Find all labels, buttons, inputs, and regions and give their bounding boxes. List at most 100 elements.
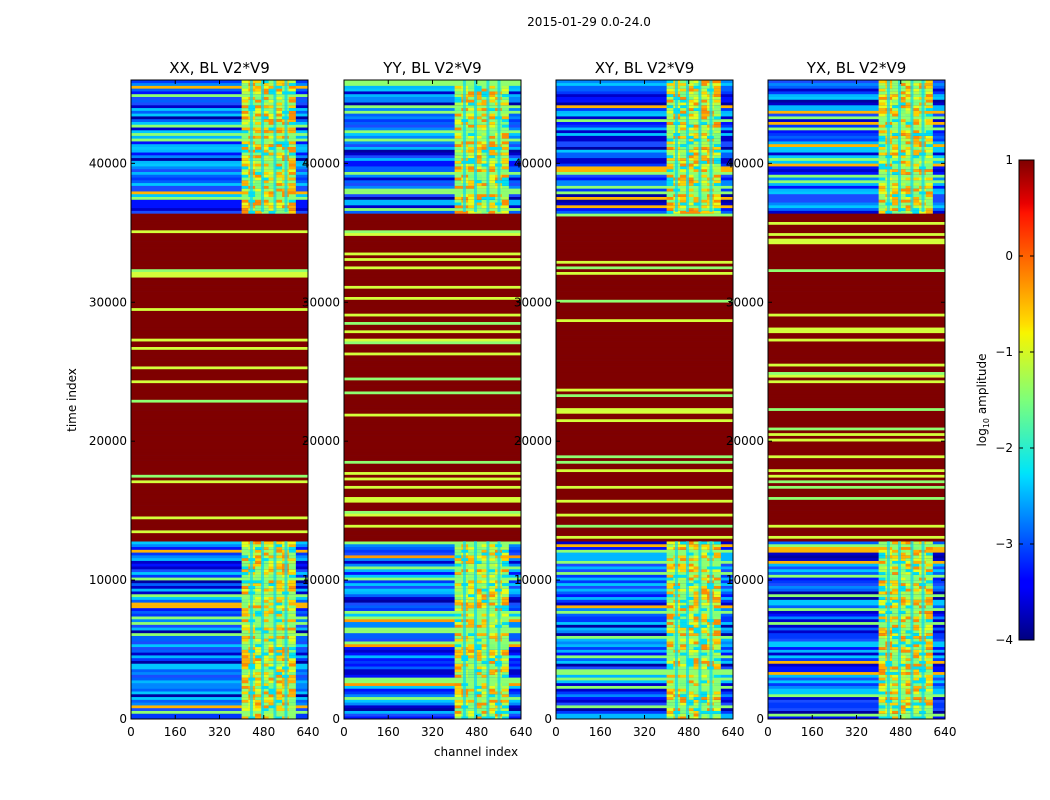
heatmap-cell [686,707,694,711]
heatmap-row [556,360,733,364]
heatmap-cell [501,593,509,598]
heatmap-cell [898,599,906,603]
heatmap-cell [898,624,906,628]
heatmap-cell [912,130,920,134]
heatmap-cell [268,182,276,186]
heatmap-row [131,235,308,239]
heatmap-cell [481,613,489,617]
heatmap-row [131,655,308,659]
heatmap-cell [275,666,283,670]
heatmap-row [556,618,733,623]
heatmap-row [768,643,945,648]
heatmap-row [131,532,308,536]
heatmap-cell [912,699,920,703]
heatmap-cell [693,205,701,209]
heatmap-row [344,138,521,142]
heatmap-cell [686,618,694,623]
heatmap-cell [878,146,886,150]
heatmap-row [131,605,308,609]
heatmap-cell [693,127,701,131]
heatmap-cell [268,705,276,709]
heatmap-cell [912,688,920,692]
heatmap-cell [898,193,906,197]
heatmap-row [556,568,733,573]
heatmap-cell [905,152,913,156]
heatmap-cell [713,588,721,592]
heatmap-cell [686,621,694,625]
heatmap-row [768,646,945,650]
heatmap-row [556,138,733,142]
heatmap-cell [255,580,263,584]
heatmap-row [344,202,521,206]
y-tick-label: 10000 [89,573,127,587]
heatmap-cell [680,107,688,111]
heatmap-cell [474,152,482,156]
heatmap-cell [468,652,476,656]
heatmap-row [131,307,308,311]
heatmap-cell [474,193,482,197]
heatmap-cell [700,593,708,598]
heatmap-cell [713,580,721,584]
heatmap-cell [925,599,933,603]
heatmap-row [768,310,945,314]
heatmap-row [556,563,733,567]
heatmap-row [556,238,733,242]
heatmap-cell [454,632,462,636]
heatmap-row [768,593,945,598]
heatmap-cell [680,96,688,100]
heatmap-row [768,435,945,439]
heatmap-row [556,399,733,403]
heatmap-cell [700,138,708,142]
heatmap-cell [693,666,701,670]
heatmap-row [556,377,733,381]
heatmap-cell [898,132,906,136]
heatmap-row [768,341,945,345]
heatmap-row [768,160,945,164]
heatmap-cell [241,696,249,700]
heatmap-cell [261,566,269,570]
heatmap-cell [241,660,249,664]
heatmap-row [131,688,308,692]
heatmap-row [556,185,733,189]
channel-stripe [249,80,253,212]
heatmap-cell [892,710,900,714]
heatmap-cell [275,541,283,545]
heatmap-row [768,282,945,286]
heatmap-row [344,588,521,592]
heatmap-row [344,238,521,242]
heatmap-cell [693,116,701,120]
heatmap-cell [680,196,688,200]
heatmap-cell [925,655,933,659]
heatmap-row [344,674,521,678]
heatmap-cell [713,141,721,145]
heatmap-row [131,191,308,195]
heatmap-cell [898,580,906,584]
heatmap-cell [686,666,694,670]
heatmap-cell [261,668,269,673]
heatmap-cell [241,588,249,592]
heatmap-cell [454,118,462,122]
heatmap-cell [241,193,249,197]
heatmap-cell [700,646,708,650]
heatmap-cell [275,127,283,131]
heatmap-cell [925,632,933,636]
heatmap-cell [255,99,263,103]
heatmap-cell [693,716,701,720]
heatmap-cell [288,624,296,628]
heatmap-cell [275,674,283,678]
heatmap-cell [925,82,933,86]
heatmap-row [131,557,308,561]
heatmap-cell [275,635,283,639]
heatmap-cell [925,110,933,114]
heatmap-cell [713,127,721,131]
heatmap-cell [501,596,509,600]
heatmap-cell [488,643,496,648]
heatmap-cell [680,188,688,192]
heatmap-cell [905,685,913,689]
heatmap-cell [713,135,721,139]
heatmap-cell [468,663,476,667]
heatmap-row [556,357,733,361]
heatmap-row [131,252,308,256]
heatmap-cell [261,674,269,678]
heatmap-cell [686,207,694,211]
